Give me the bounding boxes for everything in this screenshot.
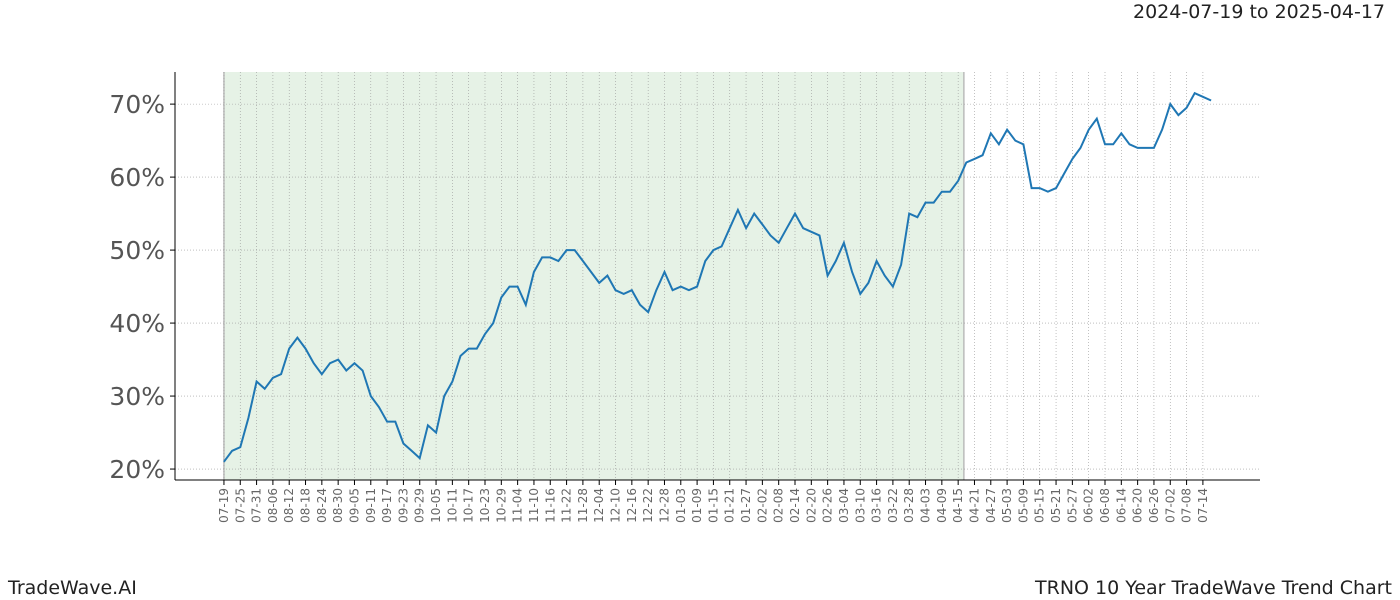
x-tick-label: 01-15 bbox=[706, 488, 720, 523]
x-tick-label: 08-30 bbox=[331, 488, 345, 523]
x-tick-label: 08-12 bbox=[282, 488, 296, 523]
x-tick-label: 01-09 bbox=[690, 488, 704, 523]
x-tick-label: 05-27 bbox=[1065, 488, 1079, 523]
y-tick-label: 50% bbox=[109, 236, 165, 265]
x-tick-label: 10-11 bbox=[445, 488, 459, 523]
x-tick-label: 07-25 bbox=[233, 488, 247, 523]
x-tick-label: 06-08 bbox=[1098, 488, 1112, 523]
data-line bbox=[223, 91, 1212, 463]
x-tick-label: 05-09 bbox=[1016, 488, 1030, 523]
x-tick-label: 11-16 bbox=[543, 488, 557, 523]
x-tick-label: 10-23 bbox=[478, 488, 492, 523]
x-tick-label: 04-21 bbox=[967, 488, 981, 523]
x-tick-label: 11-22 bbox=[560, 488, 574, 523]
x-tick-label: 09-11 bbox=[364, 488, 378, 523]
x-tick-label: 03-10 bbox=[853, 488, 867, 523]
x-tick-label: 06-02 bbox=[1082, 488, 1096, 523]
x-tick-label: 02-20 bbox=[804, 488, 818, 523]
x-tick-label: 10-05 bbox=[429, 488, 443, 523]
x-tick-label: 05-03 bbox=[1000, 488, 1014, 523]
x-tick-label: 01-27 bbox=[739, 488, 753, 523]
y-tick-label: 60% bbox=[109, 163, 165, 192]
y-tick-label: 20% bbox=[109, 455, 165, 484]
x-tick-label: 02-02 bbox=[755, 488, 769, 523]
x-tick-label: 05-15 bbox=[1033, 488, 1047, 523]
x-tick-label: 05-21 bbox=[1049, 488, 1063, 523]
x-tick-label: 06-26 bbox=[1147, 488, 1161, 523]
x-tick-label: 12-16 bbox=[625, 488, 639, 523]
x-tick-label: 01-03 bbox=[674, 488, 688, 523]
x-tick-label: 12-28 bbox=[657, 488, 671, 523]
x-tick-label: 09-29 bbox=[413, 488, 427, 523]
x-tick-label: 06-20 bbox=[1131, 488, 1145, 523]
x-tick-label: 10-17 bbox=[462, 488, 476, 523]
x-tick-label: 11-28 bbox=[576, 488, 590, 523]
x-tick-label: 07-08 bbox=[1180, 488, 1194, 523]
footer-right: TRNO 10 Year TradeWave Trend Chart bbox=[1034, 577, 1392, 599]
x-tick-label: 06-14 bbox=[1114, 488, 1128, 523]
x-tick-label: 04-15 bbox=[951, 488, 965, 523]
x-tick-label: 08-06 bbox=[266, 488, 280, 523]
x-tick-label: 07-14 bbox=[1196, 488, 1210, 523]
x-tick-label: 09-05 bbox=[347, 488, 361, 523]
x-tick-label: 12-04 bbox=[592, 488, 606, 523]
x-tick-label: 12-22 bbox=[641, 488, 655, 523]
x-tick-label: 04-09 bbox=[935, 488, 949, 523]
x-tick-label: 03-04 bbox=[837, 488, 851, 523]
x-tick-label: 08-18 bbox=[299, 488, 313, 523]
x-tick-label: 09-23 bbox=[396, 488, 410, 523]
x-tick-label: 03-28 bbox=[902, 488, 916, 523]
y-tick-label: 40% bbox=[109, 309, 165, 338]
subtitle: 2024-07-19 to 2025-04-17 bbox=[1133, 1, 1385, 23]
x-tick-label: 07-19 bbox=[217, 488, 231, 523]
x-tick-label: 12-10 bbox=[609, 488, 623, 523]
x-tick-label: 07-31 bbox=[250, 488, 264, 523]
x-tick-label: 02-08 bbox=[772, 488, 786, 523]
x-tick-label: 04-03 bbox=[919, 488, 933, 523]
x-tick-label: 04-27 bbox=[984, 488, 998, 523]
x-tick-label: 02-26 bbox=[821, 488, 835, 523]
x-tick-label: 03-16 bbox=[870, 488, 884, 523]
x-tick-label: 10-29 bbox=[494, 488, 508, 523]
x-tick-label: 11-04 bbox=[511, 488, 525, 523]
y-tick-label: 70% bbox=[109, 90, 165, 119]
x-tick-label: 08-24 bbox=[315, 488, 329, 523]
x-tick-label: 07-02 bbox=[1163, 488, 1177, 523]
x-tick-label: 02-14 bbox=[788, 488, 802, 523]
x-tick-label: 09-17 bbox=[380, 488, 394, 523]
x-tick-label: 03-22 bbox=[886, 488, 900, 523]
x-tick-label: 01-21 bbox=[723, 488, 737, 523]
x-tick-label: 11-10 bbox=[527, 488, 541, 523]
y-tick-label: 30% bbox=[109, 382, 165, 411]
footer-left: TradeWave.AI bbox=[7, 577, 137, 599]
